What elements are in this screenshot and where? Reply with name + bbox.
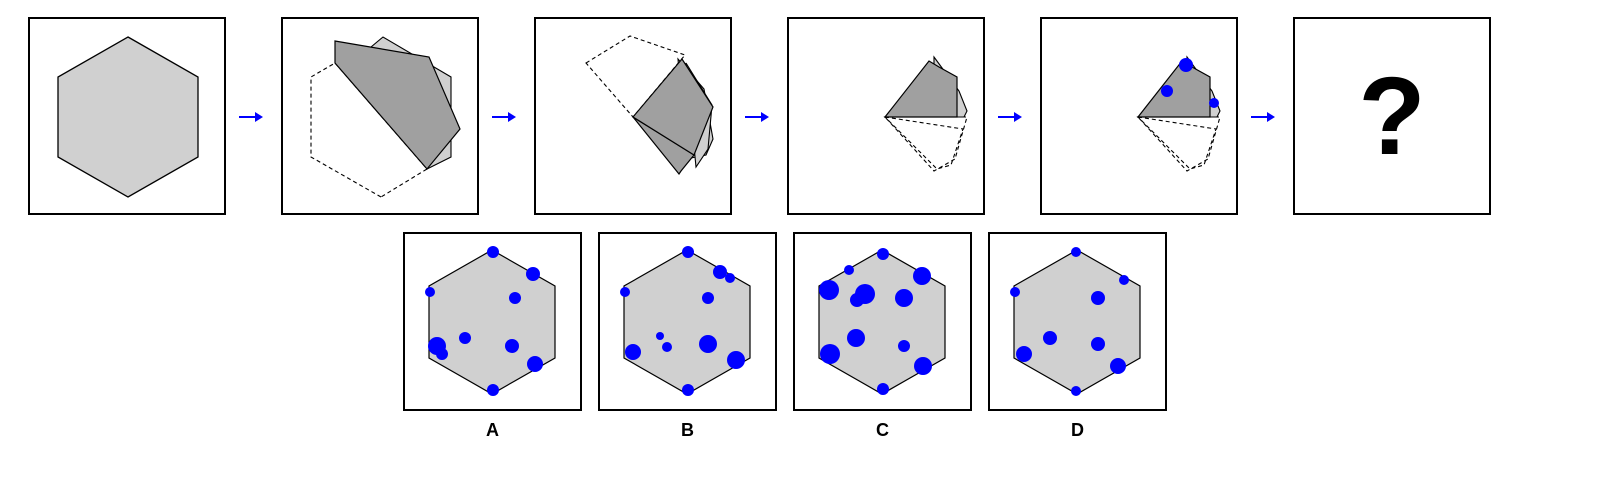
hole: [1110, 358, 1126, 374]
hole: [625, 344, 641, 360]
hole: [877, 248, 889, 260]
dashed-previous-fold-a: [1136, 116, 1221, 172]
arrow-icon: [745, 112, 769, 122]
arrow-icon: [998, 112, 1022, 122]
hole: [847, 329, 865, 347]
paper-hexagon: [623, 249, 751, 395]
hole: [509, 292, 521, 304]
dashed-previous-fold-a: [883, 116, 968, 172]
option-label-b: B: [681, 420, 694, 440]
hole: [682, 384, 694, 396]
step-panel-1: [28, 17, 226, 215]
arrow-icon: [492, 112, 516, 122]
hole: [487, 246, 499, 258]
hole: [850, 293, 864, 307]
dashed-previous-fold-b: [883, 116, 964, 170]
step-panel-5: [1040, 17, 1238, 215]
folded-flap: [632, 57, 714, 156]
hole: [1091, 337, 1105, 351]
hole: [620, 287, 630, 297]
hole: [727, 351, 745, 369]
option-b[interactable]: [598, 232, 777, 411]
punched-hole: [1209, 98, 1219, 108]
hole: [725, 273, 735, 283]
step-panel-2: [281, 17, 479, 215]
hole: [1119, 275, 1129, 285]
option-c[interactable]: [793, 232, 972, 411]
hole: [487, 384, 499, 396]
hole: [662, 342, 672, 352]
paper-hexagon: [57, 36, 199, 198]
hole: [702, 292, 714, 304]
hole: [819, 280, 839, 300]
option-label-c: C: [876, 420, 889, 440]
punched-hole: [1179, 58, 1193, 72]
hole: [436, 348, 448, 360]
hole: [914, 357, 932, 375]
step-panel-4: [787, 17, 985, 215]
hole: [505, 339, 519, 353]
hole: [898, 340, 910, 352]
option-a[interactable]: [403, 232, 582, 411]
option-label-a: A: [486, 420, 499, 440]
hole: [656, 332, 664, 340]
hole: [526, 267, 540, 281]
punched-hole: [1161, 85, 1173, 97]
folded-flap: [334, 40, 461, 170]
hole: [913, 267, 931, 285]
option-d[interactable]: [988, 232, 1167, 411]
hole: [877, 383, 889, 395]
dashed-previous-fold-b: [1136, 116, 1217, 170]
option-label-d: D: [1071, 420, 1084, 440]
hole: [1071, 247, 1081, 257]
hole: [713, 265, 727, 279]
arrow-icon: [1251, 112, 1275, 122]
hole: [1016, 346, 1032, 362]
answer-panel: ?: [1293, 17, 1491, 215]
hole: [1091, 291, 1105, 305]
folded-flap: [883, 60, 958, 118]
hole: [1010, 287, 1020, 297]
hole: [844, 265, 854, 275]
dashed-original-outline: [310, 62, 428, 198]
hole: [1043, 331, 1057, 345]
hole: [699, 335, 717, 353]
hole: [820, 344, 840, 364]
hole: [459, 332, 471, 344]
hole: [682, 246, 694, 258]
question-mark: ?: [1358, 54, 1426, 178]
hole: [425, 287, 435, 297]
hole: [1071, 386, 1081, 396]
arrow-icon: [239, 112, 263, 122]
folded-flap: [1136, 60, 1211, 118]
hole: [895, 289, 913, 307]
step-panel-3: [534, 17, 732, 215]
hole: [527, 356, 543, 372]
